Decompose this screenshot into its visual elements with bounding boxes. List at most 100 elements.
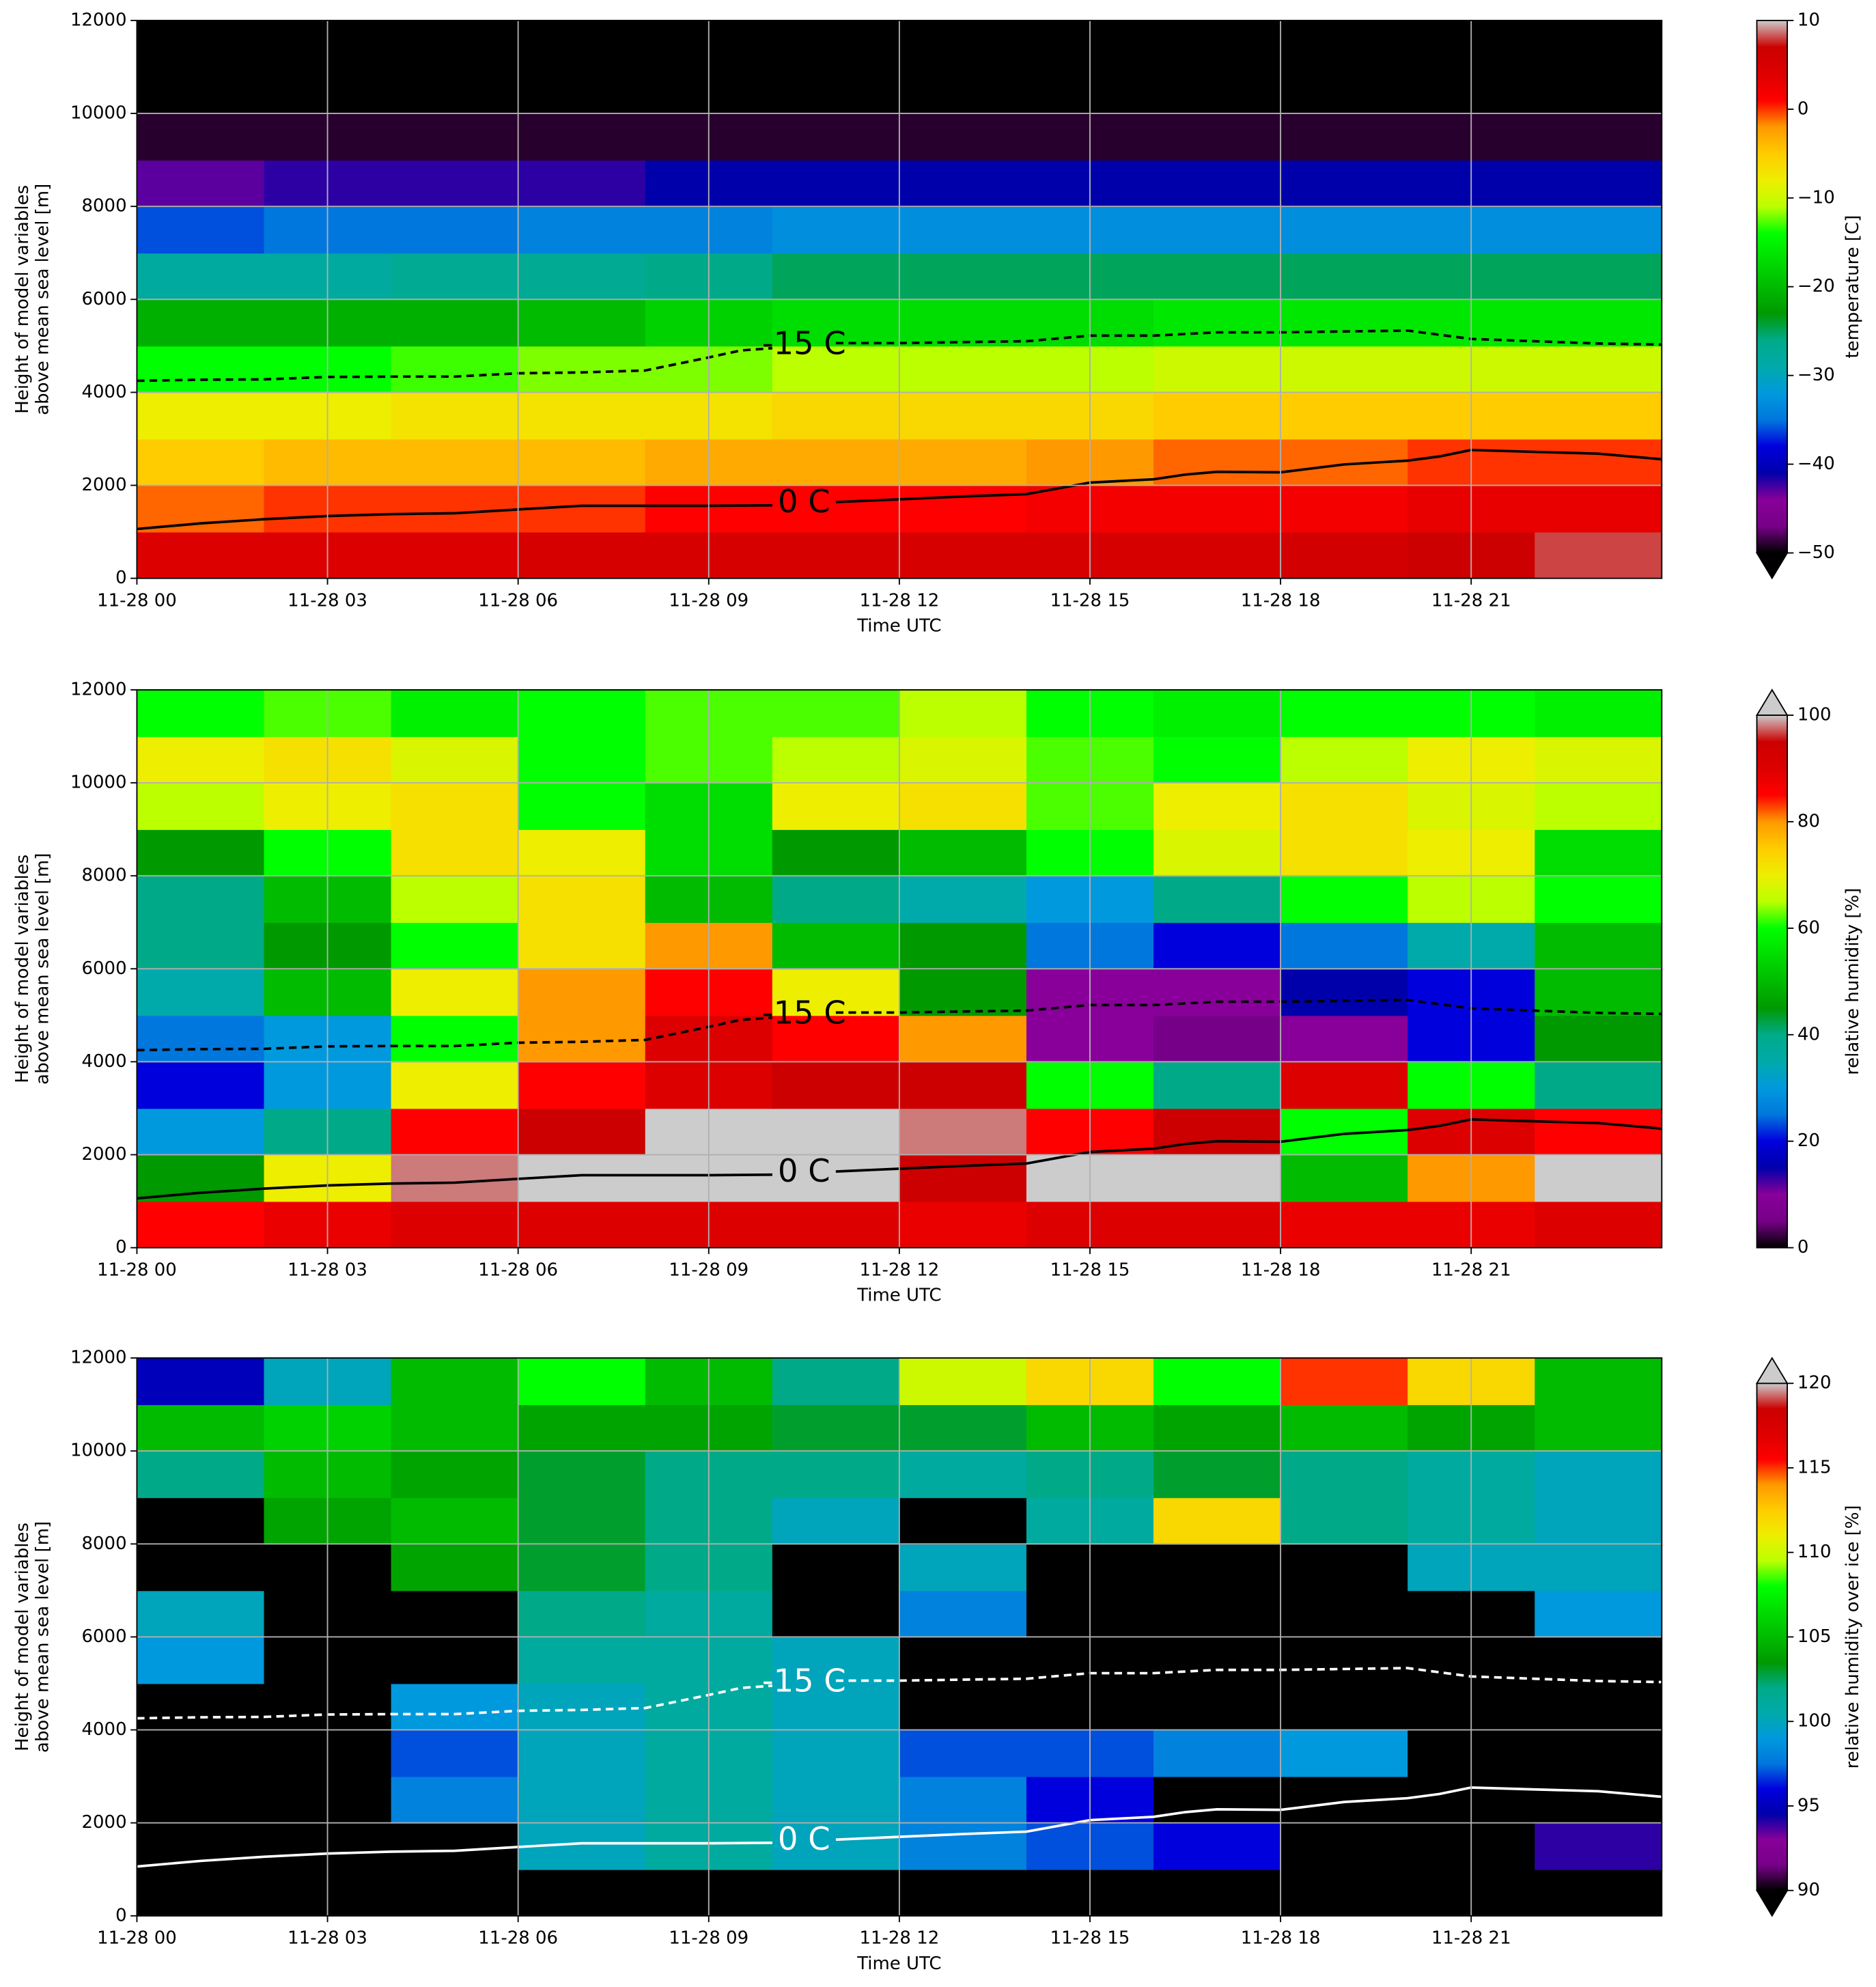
heatmap-cell <box>1280 67 1409 114</box>
colorbar-label: relative humidity over ice [%] <box>1843 1505 1863 1768</box>
heatmap-cell <box>899 1358 1027 1406</box>
heatmap-cell <box>772 1590 900 1638</box>
heatmap-cell <box>772 1497 900 1545</box>
heatmap-cell <box>518 829 646 877</box>
heatmap-cell <box>1535 1729 1662 1777</box>
heatmap-cell <box>1280 206 1409 254</box>
heatmap-cell <box>1153 299 1282 347</box>
contour-label: 0 C <box>778 1820 830 1857</box>
heatmap-cell <box>391 485 519 533</box>
heatmap-cell <box>137 1590 265 1638</box>
heatmap-cell <box>1153 876 1282 923</box>
heatmap-cell <box>1535 922 1662 970</box>
heatmap-cell <box>899 969 1027 1016</box>
x-tick-label: 11-28 18 <box>1241 591 1321 611</box>
y-tick-label: 4000 <box>82 1719 127 1740</box>
heatmap-cell <box>518 1108 646 1156</box>
heatmap-cell <box>899 1108 1027 1156</box>
heatmap-cell <box>772 1776 900 1824</box>
heatmap-cell <box>1535 1776 1662 1824</box>
x-tick-label: 11-28 00 <box>97 1928 177 1949</box>
heatmap-cell <box>772 113 900 161</box>
heatmap-cell <box>1535 1201 1662 1248</box>
x-axis-label: Time UTC <box>856 616 941 637</box>
colorbar-tick-label: 115 <box>1797 1457 1832 1477</box>
heatmap-cell <box>899 1061 1027 1109</box>
heatmap-cell <box>391 392 519 440</box>
heatmap-cell <box>518 1201 646 1248</box>
colorbar-extend-min <box>1755 552 1789 580</box>
heatmap-cell <box>1535 160 1662 208</box>
heatmap-cell <box>137 1061 265 1109</box>
heatmap-cell <box>1153 20 1282 68</box>
heatmap-cell <box>1280 1404 1409 1452</box>
heatmap-cell <box>137 346 265 393</box>
heatmap-cell <box>1153 531 1282 579</box>
heatmap-cell <box>899 876 1027 923</box>
heatmap-cell <box>137 1015 265 1063</box>
heatmap-cell <box>391 783 519 831</box>
heatmap-cell <box>1535 1637 1662 1684</box>
heatmap-cell <box>518 689 646 737</box>
heatmap-cell <box>518 1869 646 1916</box>
heatmap-cell <box>1280 531 1409 579</box>
heatmap-cell <box>137 1637 265 1684</box>
heatmap-cell <box>1535 1822 1662 1870</box>
y-tick-label: 0 <box>115 1905 127 1926</box>
contour-line <box>137 1786 1662 1868</box>
heatmap-cell <box>772 1729 900 1777</box>
heatmap-cell <box>1153 1822 1282 1870</box>
heatmap-cell <box>391 876 519 923</box>
y-tick-label: 2000 <box>82 1812 127 1833</box>
heatmap-cell <box>137 783 265 831</box>
heatmap-cell <box>899 1729 1027 1777</box>
heatmap-cell <box>518 392 646 440</box>
heatmap-cell <box>391 1061 519 1109</box>
y-tick-label: 6000 <box>82 289 127 309</box>
heatmap-cell <box>137 1544 265 1592</box>
heatmap-cell <box>772 1683 900 1731</box>
heatmap-cell <box>518 113 646 161</box>
x-tick-label: 11-28 12 <box>860 1928 940 1949</box>
heatmap-cell <box>1153 1451 1282 1499</box>
heatmap-cell <box>772 1544 900 1592</box>
heatmap-cell <box>772 20 900 68</box>
x-tick-label: 11-28 21 <box>1431 1928 1511 1949</box>
y-axis-label: above mean sea level [m] <box>33 184 53 415</box>
heatmap-cell <box>1280 1683 1409 1731</box>
heatmap-cell <box>1280 113 1409 161</box>
heatmap-cell <box>137 1358 265 1406</box>
heatmap-cell <box>137 969 265 1016</box>
heatmap-cell <box>1153 1154 1282 1202</box>
heatmap-cell <box>1153 1729 1282 1777</box>
x-tick-label: 11-28 03 <box>288 591 367 611</box>
heatmap-cell <box>1153 1590 1282 1638</box>
heatmap-cell <box>1535 969 1662 1016</box>
heatmap-cell <box>137 1869 265 1916</box>
heatmap-cell <box>899 206 1027 254</box>
heatmap-cell <box>899 439 1027 486</box>
heatmap-cell <box>391 299 519 347</box>
contour-label: -15 C <box>762 995 846 1031</box>
heatmap-cell <box>518 736 646 784</box>
heatmap-cell <box>518 1590 646 1638</box>
heatmap-cell <box>391 969 519 1016</box>
heatmap-cell <box>1535 829 1662 877</box>
heatmap-cell <box>1153 783 1282 831</box>
heatmap-cell <box>518 531 646 579</box>
colorbar-label: relative humidity [%] <box>1843 888 1863 1075</box>
heatmap-cell <box>1535 253 1662 301</box>
heatmap-cell <box>137 736 265 784</box>
heatmap-cell <box>1153 1776 1282 1824</box>
y-tick-label: 12000 <box>70 1348 127 1368</box>
heatmap-cell <box>1153 113 1282 161</box>
heatmap-cell <box>899 346 1027 393</box>
heatmap-cell <box>518 1497 646 1545</box>
heatmap-cell <box>772 876 900 923</box>
heatmap-cell <box>899 392 1027 440</box>
x-tick-label: 11-28 06 <box>478 1260 558 1281</box>
heatmap-cell <box>391 736 519 784</box>
heatmap-cell <box>391 1869 519 1916</box>
heatmap-cell <box>899 485 1027 533</box>
heatmap-cell <box>391 1015 519 1063</box>
